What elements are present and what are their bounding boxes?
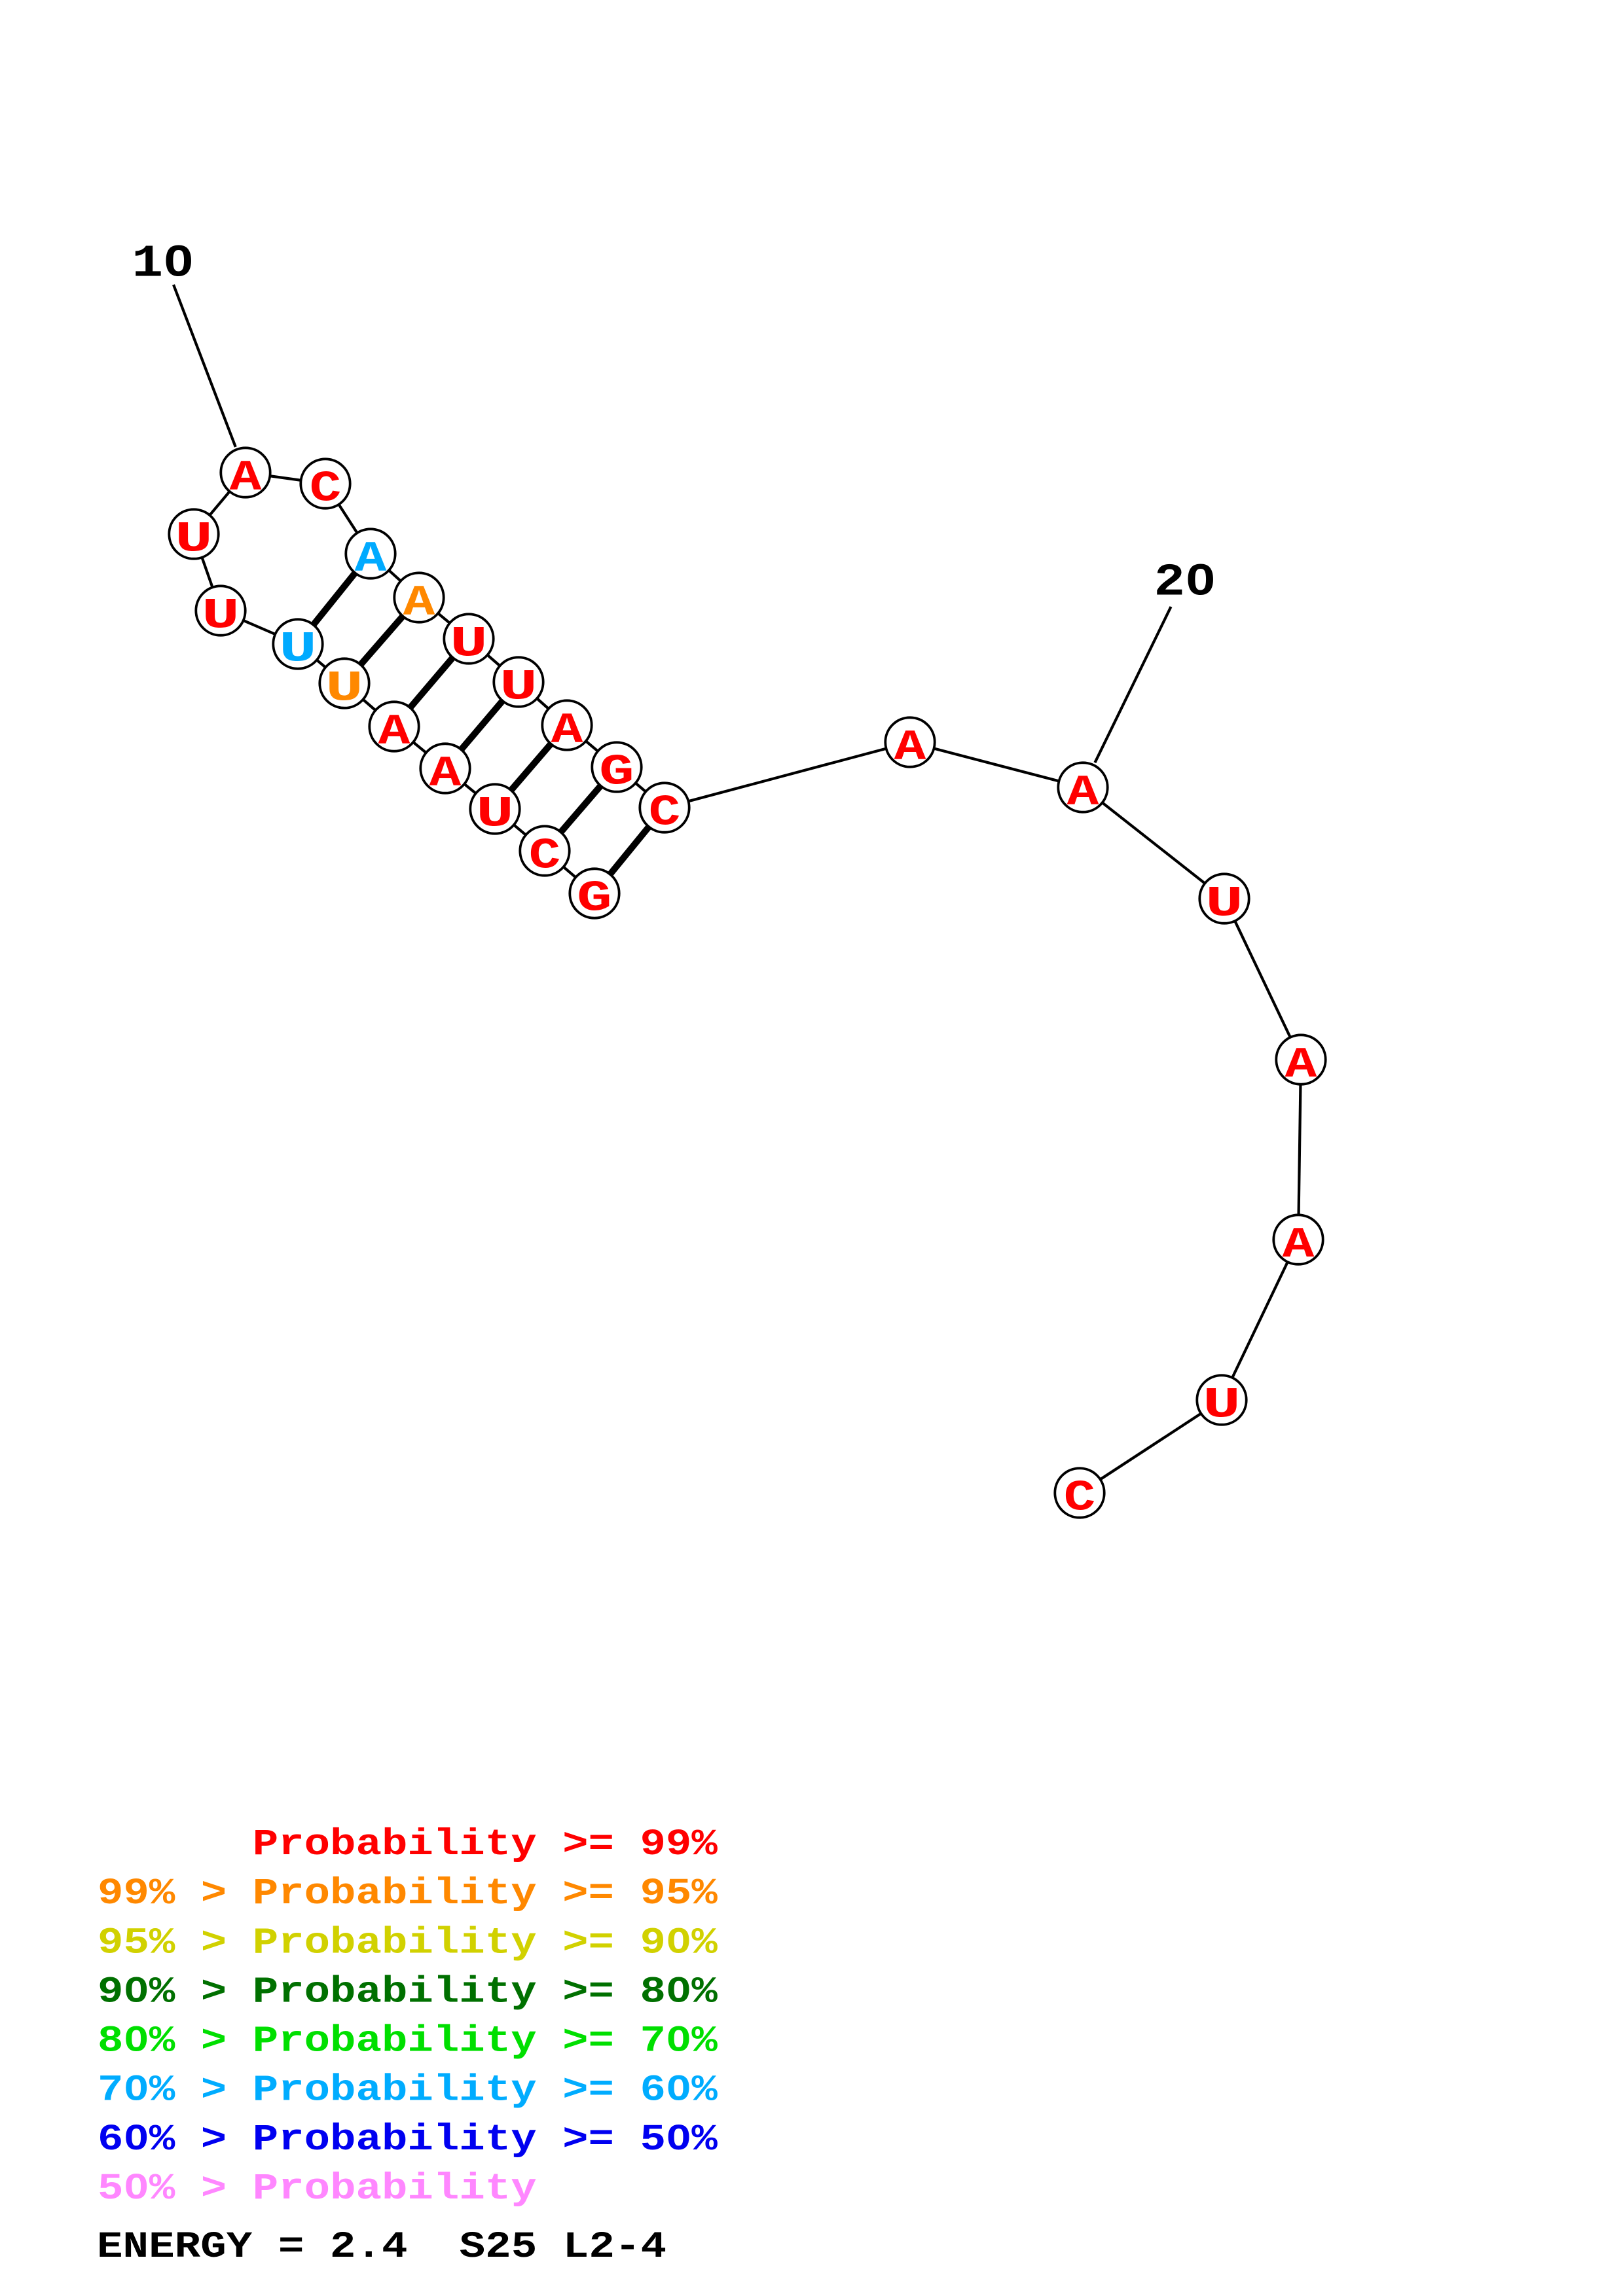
svg-text:G: G [577,874,612,924]
svg-text:G: G [599,748,634,797]
svg-text:U: U [1203,1381,1241,1430]
svg-text:U: U [202,592,240,641]
svg-text:A: A [230,454,262,503]
svg-text:A: A [551,706,583,755]
svg-text:A: A [1283,1221,1315,1270]
svg-text:ENERGY = 2.4 S25 L2-4: ENERGY = 2.4 S25 L2-4 [97,2227,666,2269]
svg-text:A: A [1067,768,1099,817]
svg-text:U: U [1205,880,1243,929]
svg-text:U: U [325,664,363,713]
svg-text:A: A [894,723,926,772]
svg-text:20: 20 [1154,558,1216,609]
svg-text:C: C [529,832,561,881]
svg-text:10: 10 [132,239,194,291]
svg-text:50% > Probability: 50% > Probability [98,2168,537,2210]
svg-text:90% > Probability >= 80%: 90% > Probability >= 80% [98,1971,718,2013]
svg-text:60% > Probability >= 50%: 60% > Probability >= 50% [98,2119,718,2161]
svg-text:A: A [355,535,387,584]
svg-text:U: U [175,515,213,564]
svg-text:C: C [649,789,681,838]
svg-text:A: A [378,708,410,757]
svg-text:70% > Probability >= 60%: 70% > Probability >= 60% [98,2070,718,2112]
svg-text:Probability >= 99%: Probability >= 99% [98,1824,718,1866]
svg-text:U: U [500,663,538,712]
svg-text:95% > Probability >= 90%: 95% > Probability >= 90% [98,1922,718,1964]
svg-text:C: C [310,465,342,514]
svg-text:C: C [1064,1474,1096,1523]
svg-text:A: A [1285,1041,1317,1090]
svg-text:U: U [450,620,488,669]
svg-text:99% > Probability >= 95%: 99% > Probability >= 95% [98,1873,718,1915]
svg-text:U: U [279,625,317,674]
svg-text:A: A [403,579,435,628]
svg-text:U: U [476,790,514,839]
svg-text:A: A [429,749,462,798]
svg-text:80% > Probability >= 70%: 80% > Probability >= 70% [98,2021,718,2063]
